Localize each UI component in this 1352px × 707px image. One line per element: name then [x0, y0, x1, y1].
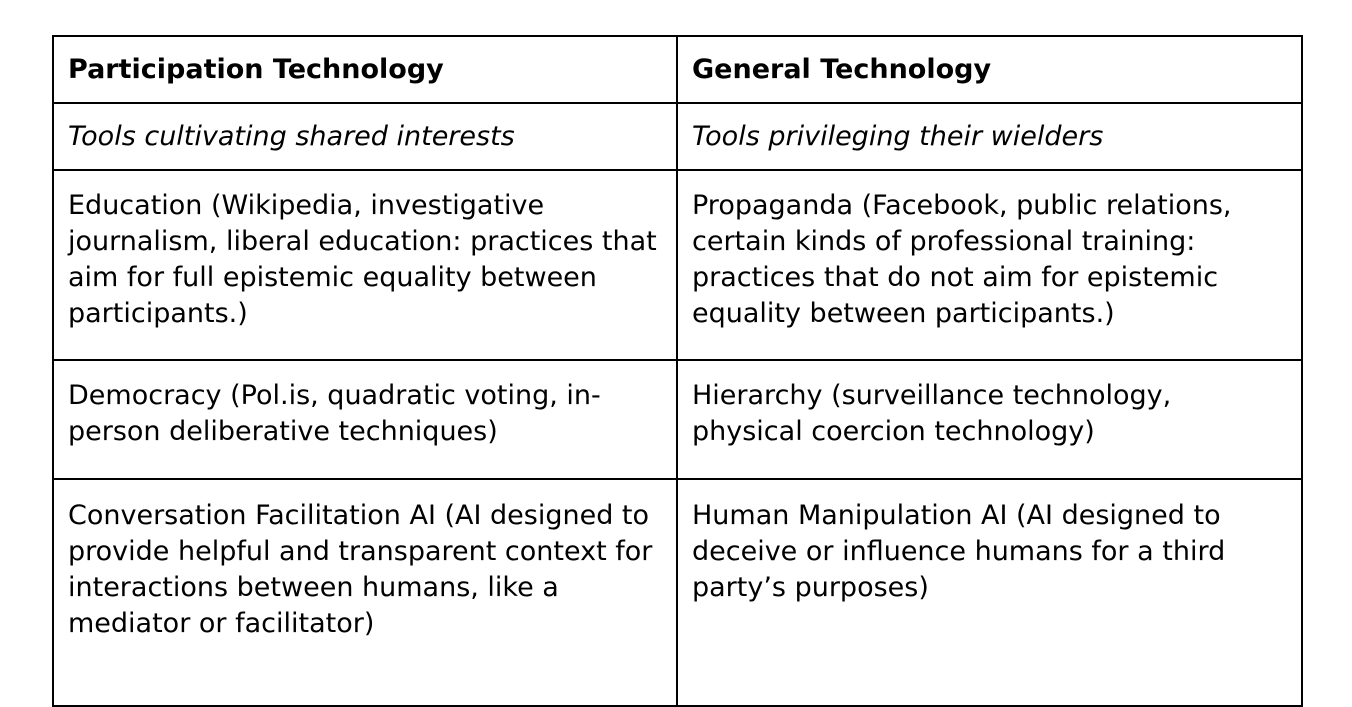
- header-row: Participation Technology General Technol…: [52, 35, 1303, 104]
- table-row: Democracy (Pol.is, quadratic voting, in-…: [52, 359, 1303, 480]
- subtitle-row: Tools cultivating shared interests Tools…: [52, 102, 1303, 171]
- subtitle-participation: Tools cultivating shared interests: [52, 102, 678, 171]
- cell-human-manipulation-ai: Human Manipulation AI (AI designed to de…: [676, 478, 1303, 707]
- cell-propaganda: Propaganda (Facebook, public relations, …: [676, 169, 1303, 361]
- header-participation-technology: Participation Technology: [52, 35, 678, 104]
- table-row: Education (Wikipedia, investigative jour…: [52, 169, 1303, 361]
- cell-conversation-facilitation-ai: Conversation Facilitation AI (AI designe…: [52, 478, 678, 707]
- header-general-technology: General Technology: [676, 35, 1303, 104]
- subtitle-general: Tools privileging their wielders: [676, 102, 1303, 171]
- cell-democracy: Democracy (Pol.is, quadratic voting, in-…: [52, 359, 678, 480]
- comparison-table: Participation Technology General Technol…: [52, 35, 1303, 707]
- table-row: Conversation Facilitation AI (AI designe…: [52, 478, 1303, 707]
- cell-hierarchy: Hierarchy (surveillance technology, phys…: [676, 359, 1303, 480]
- cell-education: Education (Wikipedia, investigative jour…: [52, 169, 678, 361]
